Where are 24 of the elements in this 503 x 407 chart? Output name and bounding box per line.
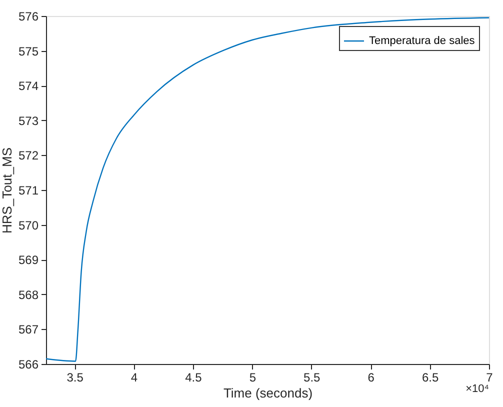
y-tick-label: 566 <box>18 358 39 372</box>
y-tick-label: 572 <box>18 148 39 163</box>
x-tick-label: 5 <box>249 370 256 384</box>
legend-label: Temperatura de sales <box>369 35 476 47</box>
y-tick-label: 570 <box>18 218 39 232</box>
x-tick-label: 7 <box>486 370 494 384</box>
x-tick-label: 4.5 <box>185 370 202 384</box>
x-tick-label: 6 <box>368 370 375 384</box>
y-tick-label: 575 <box>18 44 39 58</box>
x-tick-label: 3.5 <box>66 370 84 384</box>
y-tick-label: 573 <box>18 114 39 128</box>
x-tick-label: 4 <box>130 370 138 384</box>
x-axis-title: Time (seconds) <box>223 386 313 400</box>
y-tick-label: 571 <box>18 184 39 198</box>
text: ×10⁴ <box>466 383 490 395</box>
y-tick-label: 568 <box>18 288 39 302</box>
line-series <box>46 17 489 362</box>
x-tick-label: 5.5 <box>304 370 321 384</box>
y-tick-label: 576 <box>18 10 39 24</box>
x-tick-label: 6.5 <box>422 370 439 384</box>
y-tick-label: 574 <box>18 79 39 94</box>
y-tick-label: 569 <box>18 253 39 268</box>
y-tick-label: 567 <box>18 322 39 337</box>
y-axis-title: HRS_Tout_MS <box>0 147 14 234</box>
